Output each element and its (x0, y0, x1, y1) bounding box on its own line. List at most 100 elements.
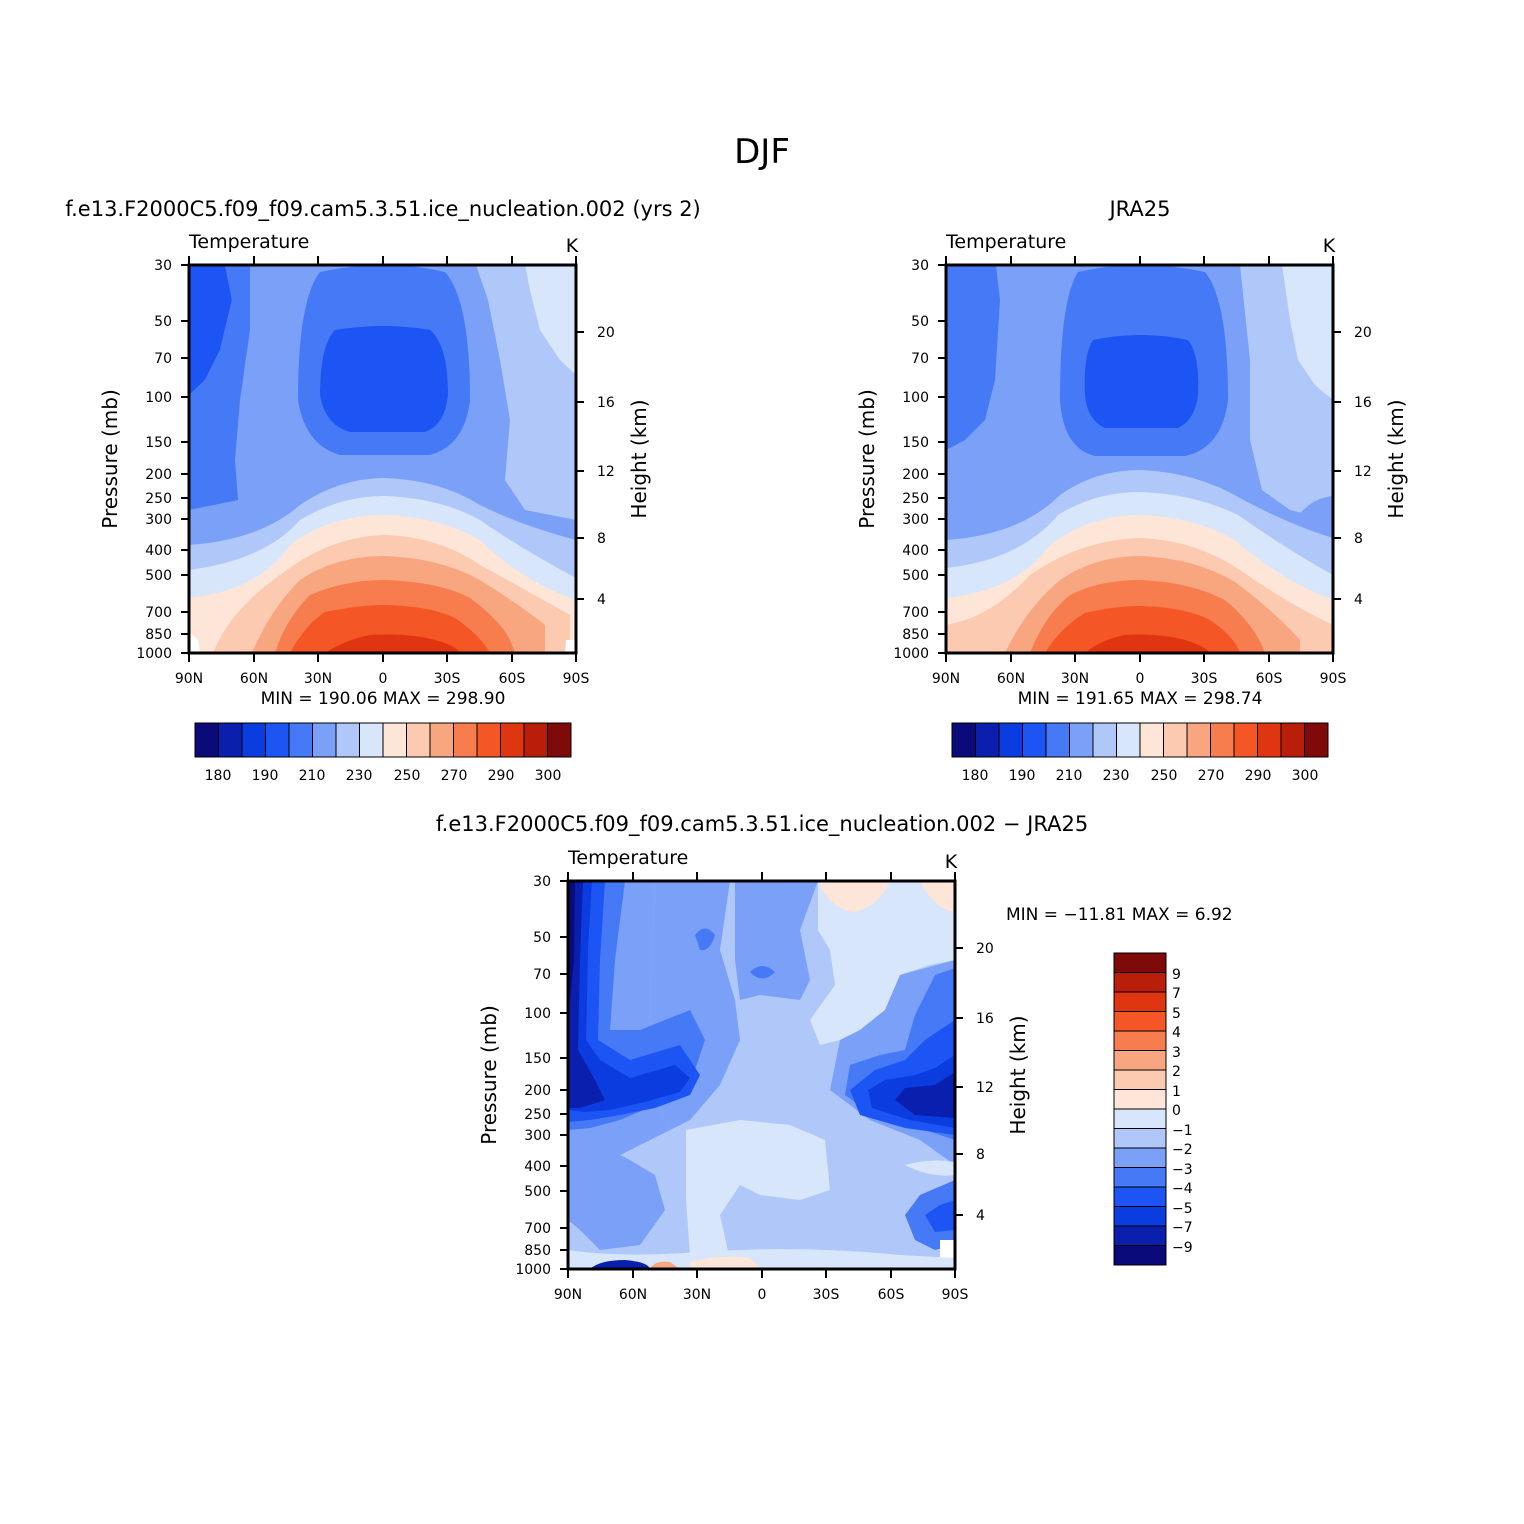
colorbar-box (359, 722, 384, 758)
colorbar-box (1113, 952, 1167, 973)
colorbar-box (975, 722, 1000, 758)
tick-label: 1000 (515, 1262, 551, 1278)
tick-label: 700 (524, 1221, 551, 1237)
tick-label: 60N (240, 671, 268, 687)
colorbar-box (1045, 722, 1070, 758)
tick-label: 200 (902, 467, 929, 483)
colorbar-box (1113, 1225, 1167, 1246)
tick-label: 50 (533, 930, 551, 946)
tick-label: 700 (902, 605, 929, 621)
panel-diff-y2-tick-labels: 20 16 12 8 4 (976, 941, 994, 1224)
colorbar-box (951, 722, 976, 758)
tick-label: 0 (758, 1287, 767, 1303)
panel-obs-contours (946, 265, 1333, 653)
tick-label: 16 (597, 395, 615, 411)
colorbar-label: 290 (1245, 768, 1272, 784)
colorbar-box (1113, 1186, 1167, 1207)
panel-model-ylabel: Pressure (mb) (98, 389, 122, 529)
tick-label: 60S (1256, 671, 1283, 687)
colorbar-box (453, 722, 478, 758)
tick-label: 30S (434, 671, 461, 687)
tick-label: 0 (379, 671, 388, 687)
colorbar-box (1113, 1167, 1167, 1188)
colorbar-box (523, 722, 548, 758)
panel-obs-title: JRA25 (1107, 197, 1170, 221)
panel-model-ticks (181, 256, 584, 662)
colorbar-box (998, 722, 1023, 758)
colorbar-diff: 9 7 5 4 3 2 1 0 −1 −2 −3 −4 −5 −7 −9 (1113, 952, 1193, 1266)
colorbar-label: 2 (1172, 1064, 1181, 1080)
colorbar-box (406, 722, 431, 758)
panel-diff-contours (568, 881, 955, 1269)
panel-diff-ticks (560, 872, 963, 1278)
colorbar-box (312, 722, 337, 758)
panel-diff-ylabel: Pressure (mb) (477, 1005, 501, 1145)
colorbar-label: 290 (488, 768, 515, 784)
panel-diff-variable: Temperature (567, 847, 688, 869)
colorbar-box (1304, 722, 1329, 758)
colorbar-label: 9 (1172, 967, 1181, 983)
colorbar-label: 210 (299, 768, 326, 784)
panel-obs-minmax: MIN = 191.65 MAX = 298.74 (1018, 689, 1263, 709)
panel-model-y2-tick-labels: 20 16 12 8 4 (597, 325, 615, 608)
panel-obs-y-tick-labels: 30 50 70 100 150 200 250 300 400 500 700 850 1000 (893, 258, 929, 662)
colorbar-label: 4 (1172, 1025, 1181, 1041)
colorbar-box (1163, 722, 1188, 758)
tick-label: 30S (1191, 671, 1218, 687)
tick-label: 90S (942, 1287, 969, 1303)
tick-label: 12 (976, 1080, 994, 1096)
colorbar-box (218, 722, 243, 758)
colorbar-box (1113, 1089, 1167, 1110)
tick-label: 400 (902, 543, 929, 559)
colorbar-box (1113, 1011, 1167, 1032)
colorbar-box (547, 722, 572, 758)
colorbar-box (288, 722, 313, 758)
colorbar-box (1113, 1245, 1167, 1266)
panel-obs-x-tick-labels: 90N 60N 30N 0 30S 60S 90S (932, 671, 1347, 687)
colorbar-label: 3 (1172, 1045, 1181, 1061)
tick-label: 90N (554, 1287, 582, 1303)
tick-label: 30N (304, 671, 332, 687)
panel-diff-minmax: MIN = −11.81 MAX = 6.92 (1006, 905, 1233, 925)
tick-label: 12 (597, 464, 615, 480)
tick-label: 250 (145, 491, 172, 507)
tick-label: 300 (524, 1128, 551, 1144)
tick-label: 60S (878, 1287, 905, 1303)
colorbar-box (1113, 1108, 1167, 1129)
panel-diff-title: f.e13.F2000C5.f09_f09.cam5.3.51.ice_nucl… (436, 812, 1088, 837)
panel-diff-x-tick-labels: 90N 60N 30N 0 30S 60S 90S (554, 1287, 969, 1303)
tick-label: 90N (932, 671, 960, 687)
colorbar-box (1186, 722, 1211, 758)
colorbar-label: 250 (1151, 768, 1178, 784)
tick-label: 8 (597, 531, 606, 547)
colorbar-label: 210 (1056, 768, 1083, 784)
colorbar-label: 0 (1172, 1103, 1181, 1119)
colorbar-model: 180 190 210 230 250 270 290 300 (194, 722, 572, 784)
tick-label: 4 (976, 1208, 985, 1224)
colorbar-box (1113, 1147, 1167, 1168)
panel-obs-variable: Temperature (945, 231, 1066, 253)
tick-label: 30 (533, 874, 551, 890)
colorbar-box (1113, 972, 1167, 993)
tick-label: 850 (902, 627, 929, 643)
colorbar-label: 5 (1172, 1006, 1181, 1022)
tick-label: 60S (499, 671, 526, 687)
tick-label: 90S (1320, 671, 1347, 687)
tick-label: 250 (524, 1107, 551, 1123)
tick-label: 1000 (893, 646, 929, 662)
tick-label: 1000 (136, 646, 172, 662)
tick-label: 200 (145, 467, 172, 483)
panel-obs: JRA25 Temperature K 30 (855, 197, 1408, 784)
colorbar-box (382, 722, 407, 758)
panel-model-minmax: MIN = 190.06 MAX = 298.90 (261, 689, 506, 709)
tick-label: 850 (145, 627, 172, 643)
colorbar-label: 180 (205, 768, 232, 784)
tick-label: 60N (619, 1287, 647, 1303)
tick-label: 150 (145, 435, 172, 451)
colorbar-label: 230 (346, 768, 373, 784)
panel-diff-units: K (945, 851, 958, 873)
tick-label: 60N (997, 671, 1025, 687)
panel-model-title: f.e13.F2000C5.f09_f09.cam5.3.51.ice_nucl… (65, 197, 701, 222)
colorbar-box (1113, 1030, 1167, 1051)
